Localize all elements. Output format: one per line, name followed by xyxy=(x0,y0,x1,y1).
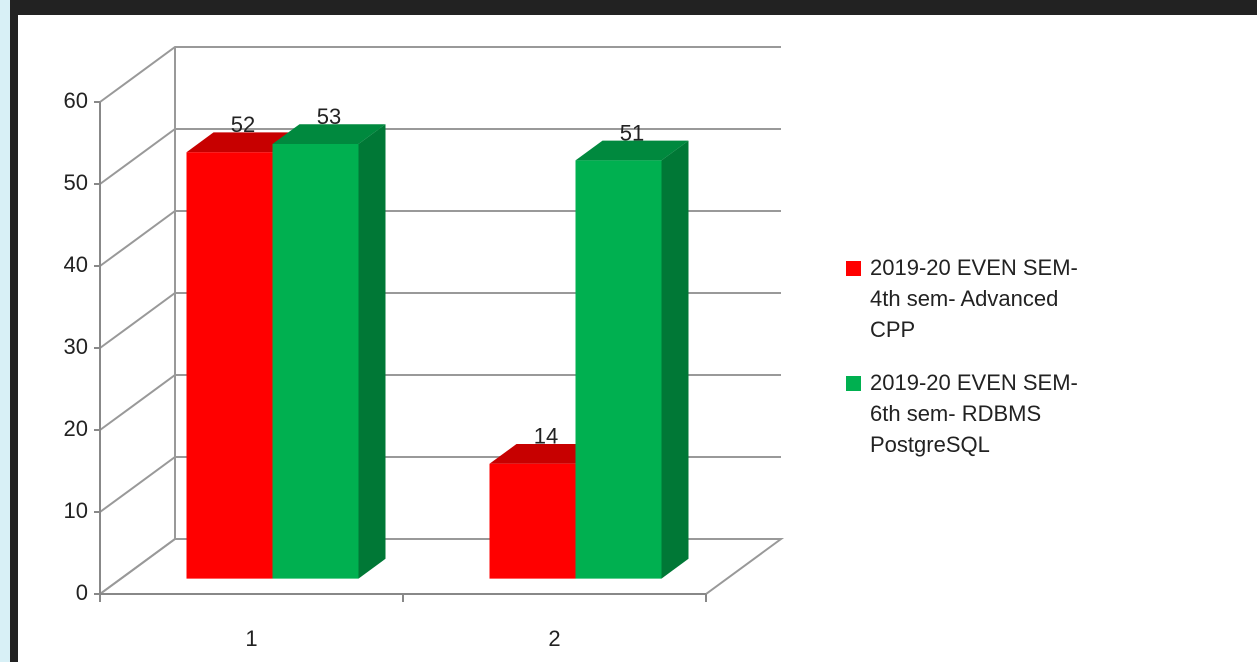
bar-top xyxy=(575,140,689,161)
value-label: 53 xyxy=(317,104,341,129)
legend: 2019-20 EVEN SEM- 4th sem- Advanced CPP 2… xyxy=(846,252,1106,482)
bar-top xyxy=(489,444,603,464)
x-tick-label: 2 xyxy=(548,626,560,651)
grid-line xyxy=(99,128,781,185)
y-tick-label: 30 xyxy=(64,334,88,359)
y-tick-label: 10 xyxy=(64,498,88,523)
y-tick-label: 60 xyxy=(64,88,88,113)
bar-front xyxy=(272,144,359,579)
legend-item: 2019-20 EVEN SEM- 6th sem- RDBMS Postgre… xyxy=(846,367,1106,460)
y-tick-label: 40 xyxy=(64,252,88,277)
grid-line xyxy=(99,46,781,103)
x-tick-label: 1 xyxy=(245,626,257,651)
bar xyxy=(575,140,689,579)
bar-front xyxy=(575,160,662,579)
y-tick-label: 0 xyxy=(76,580,88,605)
bar-front xyxy=(186,152,273,579)
y-tick-label: 20 xyxy=(64,416,88,441)
legend-swatch xyxy=(846,376,861,391)
legend-item: 2019-20 EVEN SEM- 4th sem- Advanced CPP xyxy=(846,252,1106,345)
bar xyxy=(272,124,386,579)
legend-label: 2019-20 EVEN SEM- 6th sem- RDBMS Postgre… xyxy=(870,370,1078,457)
value-label: 52 xyxy=(231,112,255,137)
legend-label: 2019-20 EVEN SEM- 4th sem- Advanced CPP xyxy=(870,255,1078,342)
legend-swatch xyxy=(846,261,861,276)
value-label: 14 xyxy=(534,424,558,449)
value-label: 51 xyxy=(620,120,644,145)
bar-top xyxy=(272,124,386,144)
bar-side xyxy=(358,124,386,579)
bar-front xyxy=(489,463,576,579)
bar-side xyxy=(661,140,689,579)
y-tick-label: 50 xyxy=(64,170,88,195)
bar-top xyxy=(186,132,300,153)
